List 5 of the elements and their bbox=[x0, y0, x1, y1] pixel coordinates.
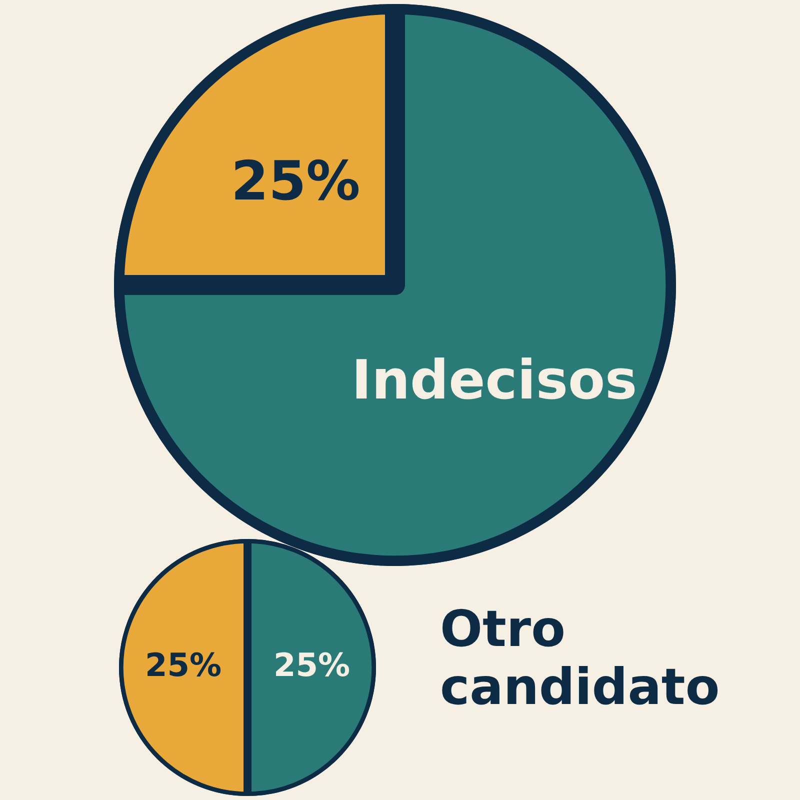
data-label: 25% bbox=[273, 646, 350, 684]
slice-label: Indecisos bbox=[351, 348, 638, 412]
data-label: 25% bbox=[231, 150, 360, 213]
data-label: 25% bbox=[144, 646, 222, 684]
text: Otro candidato bbox=[440, 600, 721, 716]
